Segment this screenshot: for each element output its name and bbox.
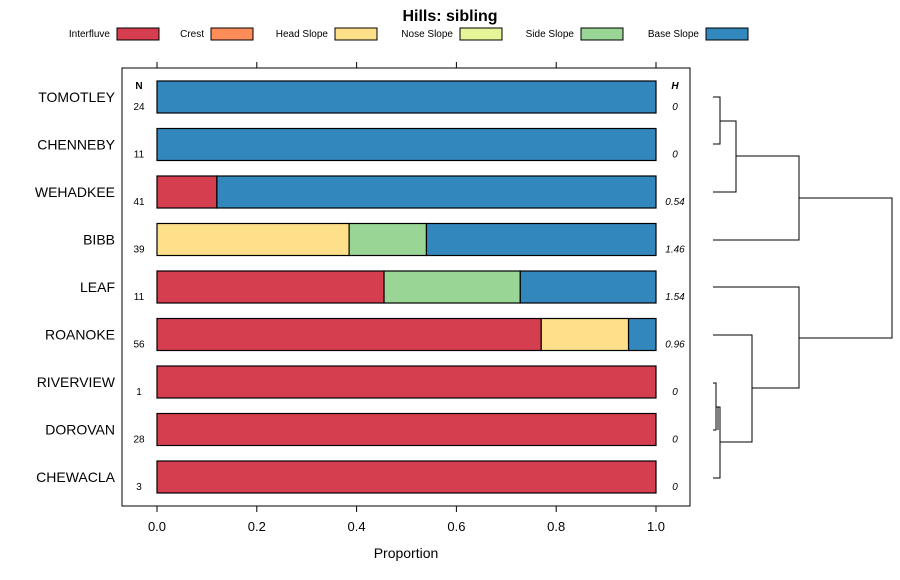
h-value-roanoke: 0.96	[665, 340, 685, 351]
legend-swatch-side-slope	[580, 27, 624, 41]
legend-label-head-slope: Head Slope	[276, 29, 329, 40]
row-label-leaf: LEAF	[80, 279, 115, 295]
bar-leaf-side-slope	[383, 270, 521, 304]
bar-roanoke-base-slope	[627, 317, 657, 352]
legend-swatch-base-slope	[705, 27, 749, 41]
bar-bibb-side-slope	[348, 222, 428, 257]
row-label-wehadkee: WEHADKEE	[35, 184, 115, 200]
h-value-wehadkee: 0.54	[665, 197, 685, 208]
x-axis-title: Proportion	[374, 545, 439, 561]
x-axis: 0.0 0.2 0.4 0.6 0.8 1.0	[148, 62, 665, 534]
legend-label-base-slope: Base Slope	[648, 29, 700, 40]
n-value-bibb: 39	[133, 245, 145, 256]
x-tick-label-2: 0.4	[348, 519, 366, 534]
row-label-chenneby: CHENNEBY	[37, 137, 115, 153]
n-value-chewacla: 3	[136, 482, 142, 493]
h-value-dorovan: 0	[672, 435, 678, 446]
h-value-chenneby: 0	[672, 150, 678, 161]
bar-bibb-base-slope	[425, 222, 657, 257]
bar-dorovan-interfluve	[156, 412, 657, 447]
bar-chewacla-interfluve	[156, 460, 657, 494]
row-label-chewacla: CHEWACLA	[36, 469, 115, 485]
h-value-chewacla: 0	[672, 482, 678, 493]
chart-title: Hills: sibling	[402, 8, 497, 25]
x-tick-label-5: 1.0	[647, 519, 665, 534]
legend-swatch-crest	[210, 27, 254, 41]
rows: TOMOTLEY 24 0 CHENNEBY 11 0 WEHADKEE 41 0.54 BIBB…	[35, 80, 685, 494]
dendrogram-link-bibb	[713, 155, 800, 241]
legend-swatch-nose-slope	[459, 27, 503, 41]
row-label-roanoke: ROANOKE	[45, 327, 115, 343]
bar-roanoke-nose-slope	[540, 317, 630, 352]
h-value-riverview: 0	[672, 387, 678, 398]
bar-bibb-nose-slope	[156, 222, 350, 257]
n-value-chenneby: 11	[134, 150, 145, 161]
bar-roanoke-interfluve	[156, 317, 542, 352]
dendrogram-link-root	[799, 197, 893, 339]
n-value-riverview: 1	[136, 387, 142, 398]
dendrogram-link-roanoke	[713, 334, 753, 443]
x-tick-label-0: 0.0	[148, 519, 166, 534]
legend: Interfluve Crest Head Slope Nose Slope Side …	[69, 27, 749, 41]
dendrogram	[713, 96, 893, 479]
n-value-roanoke: 56	[133, 340, 145, 351]
x-tick-label-4: 0.8	[547, 519, 565, 534]
bar-riverview-interfluve	[156, 365, 657, 399]
row-label-dorovan: DOROVAN	[45, 422, 115, 438]
n-header: N	[135, 81, 142, 92]
dendrogram-link-riverview-dorovan	[713, 382, 717, 431]
legend-label-side-slope: Side Slope	[526, 29, 575, 40]
dendrogram-link-tomotley-chenneby	[713, 96, 721, 145]
legend-label-crest: Crest	[180, 29, 204, 40]
bar-chenneby-base-slope	[156, 127, 657, 162]
h-header: H	[671, 81, 679, 92]
dendrogram-link-wehadkee	[713, 120, 737, 193]
legend-label-interfluve: Interfluve	[69, 29, 111, 40]
n-value-wehadkee: 41	[133, 197, 145, 208]
row-label-tomotley: TOMOTLEY	[38, 89, 115, 105]
bar-tomotley-base-slope	[156, 80, 657, 114]
row-label-riverview: RIVERVIEW	[37, 374, 116, 390]
n-value-tomotley: 24	[133, 102, 145, 113]
x-tick-label-1: 0.2	[248, 519, 266, 534]
plot-frame	[121, 67, 691, 507]
bar-wehadkee-interfluve	[156, 175, 218, 209]
h-value-tomotley: 0	[672, 102, 678, 113]
bar-wehadkee-base-slope	[216, 175, 657, 209]
legend-swatch-interfluve	[116, 27, 160, 41]
x-tick-label-3: 0.6	[447, 519, 465, 534]
bar-leaf-interfluve	[156, 270, 385, 304]
h-value-bibb: 1.46	[665, 245, 685, 256]
legend-swatch-head-slope	[334, 27, 378, 41]
n-value-dorovan: 28	[133, 435, 145, 446]
row-label-bibb: BIBB	[83, 232, 115, 248]
n-value-leaf: 11	[134, 292, 145, 303]
bar-leaf-base-slope	[519, 270, 657, 304]
legend-label-nose-slope: Nose Slope	[401, 29, 453, 40]
dendrogram-link-leaf	[713, 286, 800, 389]
h-value-leaf: 1.54	[665, 292, 685, 303]
